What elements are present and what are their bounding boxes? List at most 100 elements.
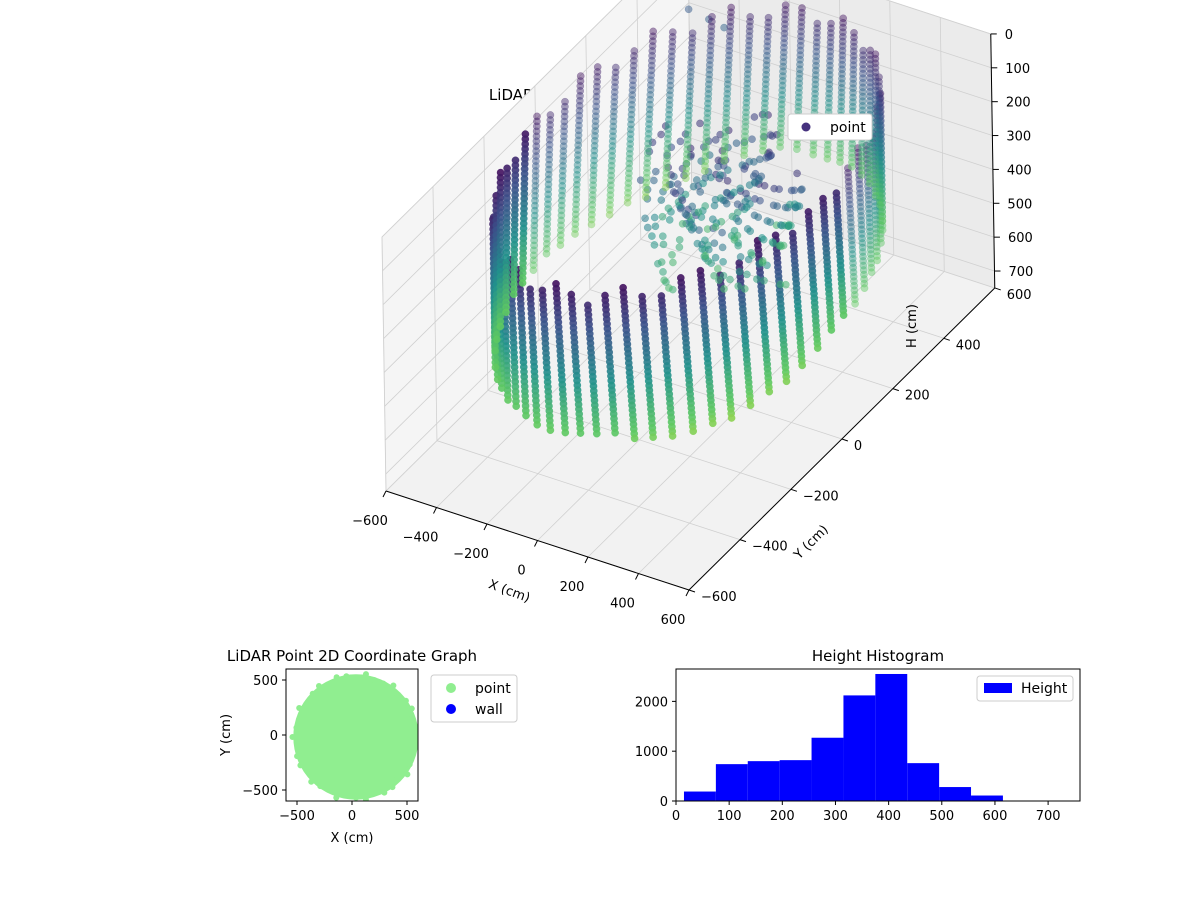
chart3d-point [734,241,743,250]
chart3d-point [848,102,857,111]
chart3d-point [825,71,834,79]
chart3d-point [642,168,651,177]
chart3d-point [636,176,645,185]
lidar-3d-chart: LiDAR Point 3D Coordinate Graph −600−400… [352,0,1033,628]
chart3d-gridline-z [384,103,994,407]
chart3d-point [666,91,674,100]
chart3d-point [838,37,847,46]
chart3d-xtick-label: 0 [517,564,525,579]
chart3d-point [669,258,677,267]
chart3d-point [683,135,692,144]
chart3d-point [849,263,858,272]
chart3d-point [701,157,710,166]
chart3d-point [625,154,634,163]
hist-xtick-label: 200 [770,809,795,824]
chart3d-point [675,243,684,252]
chart3d-point [753,275,761,283]
hist-bar [875,673,908,801]
chart3d-point [530,226,539,235]
chart3d-point [751,179,759,187]
chart3d-point [838,74,846,83]
chart2d-legend: point wall [430,674,518,723]
chart3d-point [532,127,541,136]
chart3d-point [878,217,887,225]
chart3d-point [693,239,702,248]
chart3d-point [666,81,675,90]
chart3d-point [529,256,538,265]
chart3d-point [659,268,667,276]
chart3d-point [873,116,882,125]
chart3d-point [532,132,541,141]
chart3d-point [875,132,884,141]
chart3d-point [858,101,867,110]
chart3d-point [574,146,582,154]
chart2d-point [326,682,333,689]
chart3d-point [667,62,676,70]
chart3d-point [871,64,880,72]
chart3d-point [646,86,655,94]
chart3d-point [593,68,602,76]
chart3d-point [825,89,833,98]
chart3d-point [530,231,539,240]
chart3d-point [837,79,846,88]
chart3d-point [867,254,875,263]
chart3d-point [610,102,618,111]
chart3d-point [531,196,539,205]
chart3d-point [865,161,874,169]
chart3d-point [588,191,597,199]
chart3d-point [704,241,712,250]
chart3d-point [589,166,598,175]
chart3d-point [878,194,886,203]
chart3d-point [871,141,880,150]
chart3d-point [875,100,884,109]
chart3d-ztick-label: 600 [1008,231,1033,246]
chart3d-point [858,248,867,256]
chart3d-point [878,226,887,235]
chart3d-point [748,135,756,144]
chart3d-point [576,429,585,437]
chart3d-point [687,63,695,71]
chart3d-point [871,91,880,100]
hist-xtick-label: 600 [983,809,1008,824]
chart3d-point [575,106,584,115]
chart3d-point [849,70,858,79]
chart3d-point [847,236,856,245]
chart3d-point [576,82,585,90]
chart3d-point [608,147,617,155]
chart3d-point [877,185,886,194]
chart3d-point [707,17,716,26]
chart3d-point [858,161,866,170]
chart3d-point [839,23,847,32]
chart3d-point [826,52,835,61]
chart3d-point [545,165,553,174]
chart3d-point [558,167,567,175]
chart3d-point [557,216,566,225]
chart3d-point [878,212,887,221]
chart3d-point [878,199,886,207]
chart3d-point [872,229,881,238]
chart3d-point [497,384,506,392]
chart3d-point [625,169,633,178]
chart3d-point [668,42,677,51]
chart3d-point [686,82,694,91]
chart3d-point [857,225,866,234]
chart3d-point [877,166,886,175]
chart3d-point [766,218,775,227]
chart3d-point [684,111,693,120]
chart3d-point [750,158,758,166]
chart3d-point [723,176,732,185]
chart3d-point [859,60,867,69]
hist-bar [715,764,748,801]
chart3d-point [871,178,880,187]
chart3d-point [701,202,710,210]
chart3d-point [875,171,883,179]
chart3d-point [837,102,846,111]
chart3d-point [684,121,693,129]
chart3d-point [866,236,875,245]
chart3d-point [876,191,884,200]
chart3d-point [559,137,568,146]
chart3d-point [730,236,739,244]
chart3d-point [667,67,675,75]
chart3d-point [839,14,848,23]
chart3d-point [532,137,541,146]
